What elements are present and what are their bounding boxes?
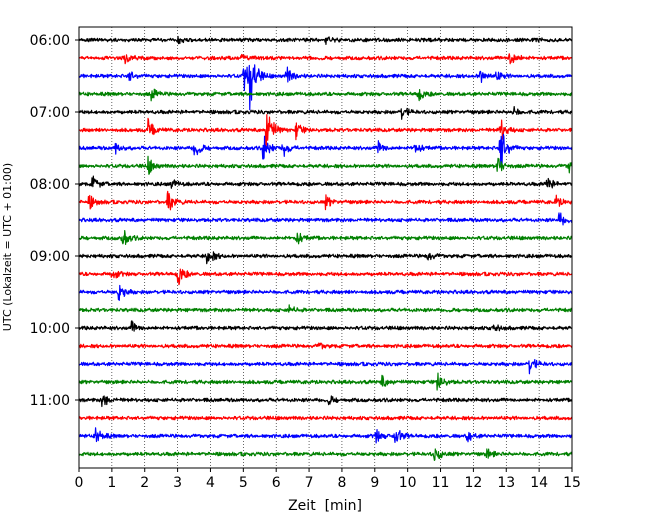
trace-1115 [78, 415, 573, 421]
x-tick-label: 13 [497, 475, 515, 491]
x-tick-label: 7 [305, 475, 314, 491]
trace-1045 [78, 372, 573, 391]
trace-1030 [78, 358, 573, 375]
trace-0730 [78, 133, 573, 166]
trace-0945 [78, 304, 573, 313]
trace-0600 [78, 35, 573, 46]
trace-0800 [78, 175, 573, 189]
y-tick-label: 11:00 [30, 393, 70, 409]
x-tick-label: 15 [563, 475, 581, 491]
x-tick-label: 11 [432, 475, 450, 491]
trace-0930 [78, 284, 573, 301]
trace-0830 [78, 212, 573, 226]
trace-0700 [78, 105, 573, 120]
x-tick-label: 1 [107, 475, 116, 491]
y-tick-label: 06:00 [30, 33, 70, 49]
x-tick-label: 0 [75, 475, 84, 491]
trace-1145 [78, 448, 573, 461]
trace-0630 [78, 64, 573, 111]
trace-0715 [78, 114, 573, 149]
x-tick-label: 2 [140, 475, 149, 491]
trace-1100 [78, 395, 573, 408]
y-tick-label: 10:00 [30, 321, 70, 337]
y-axis-label: UTC (Lokalzeit = UTC + 01:00) [1, 163, 14, 331]
x-axis-label: Zeit [min] [288, 498, 362, 514]
trace-1130 [78, 427, 573, 444]
trace-0900 [78, 251, 573, 265]
trace-0615 [78, 53, 573, 65]
y-tick-label: 07:00 [30, 105, 70, 121]
plot-frame [78, 26, 573, 469]
trace-0815 [78, 190, 573, 211]
trace-0915 [78, 268, 573, 286]
x-tick-label: 4 [206, 475, 215, 491]
x-axis-ticks: 0 1 2 3 4 5 6 7 8 9 10 11 12 13 14 15 [75, 468, 581, 491]
y-tick-label: 09:00 [30, 249, 70, 265]
x-tick-label: 5 [239, 475, 248, 491]
x-tick-label: 14 [530, 475, 548, 491]
seismogram-traces [78, 35, 573, 461]
trace-1000 [78, 320, 573, 332]
trace-1015 [78, 342, 573, 350]
x-tick-label: 6 [272, 475, 281, 491]
x-tick-label: 9 [370, 475, 379, 491]
trace-0845 [78, 229, 573, 246]
y-axis-ticks: 06:00 07:00 08:00 09:00 10:00 11:00 [30, 33, 79, 409]
x-tick-label: 8 [337, 475, 346, 491]
y-tick-label: 08:00 [30, 177, 70, 193]
x-tick-label: 10 [399, 475, 417, 491]
x-tick-label: 3 [173, 475, 182, 491]
x-tick-label: 12 [464, 475, 482, 491]
trace-0645 [78, 88, 573, 102]
trace-0745 [78, 155, 573, 175]
